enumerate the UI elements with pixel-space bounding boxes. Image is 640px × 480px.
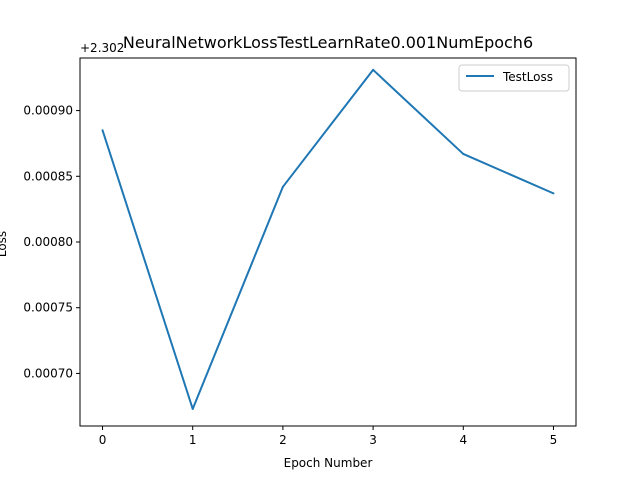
data-point (462, 152, 465, 155)
y-tick-label: 0.00075 (23, 301, 73, 315)
y-tick-label: 0.00080 (23, 235, 73, 249)
series-line-testloss (101, 68, 554, 410)
data-point (552, 192, 555, 195)
x-tick-label: 3 (369, 433, 377, 447)
x-tick-label: 5 (550, 433, 558, 447)
ticks-layer: 0 1 2 3 4 5 0.00070 0.00075 0.00080 0.00085 0.0009… (23, 104, 557, 447)
data-point (101, 129, 104, 132)
y-axis-label: Loss (0, 231, 9, 257)
x-tick-label: 4 (459, 433, 467, 447)
data-point (191, 407, 194, 410)
series-layer (101, 68, 555, 410)
y-tick-label: 0.00085 (23, 169, 73, 183)
x-tick-label: 1 (189, 433, 197, 447)
y-tick-label: 0.00090 (23, 104, 73, 118)
y-tick-label: 0.00070 (23, 366, 73, 380)
data-point (281, 185, 284, 188)
plot-frame (79, 57, 577, 427)
legend-label-testloss: TestLoss (502, 70, 553, 84)
legend: TestLoss (458, 64, 570, 92)
x-axis-label: Epoch Number (284, 456, 373, 470)
data-point (372, 68, 375, 71)
chart-title: NeuralNetworkLossTestLearnRate0.001NumEp… (123, 33, 533, 52)
legend-box (458, 64, 570, 92)
y-offset-label: +2.302 (80, 41, 124, 55)
x-tick-label: 2 (279, 433, 287, 447)
x-tick-label: 0 (99, 433, 107, 447)
